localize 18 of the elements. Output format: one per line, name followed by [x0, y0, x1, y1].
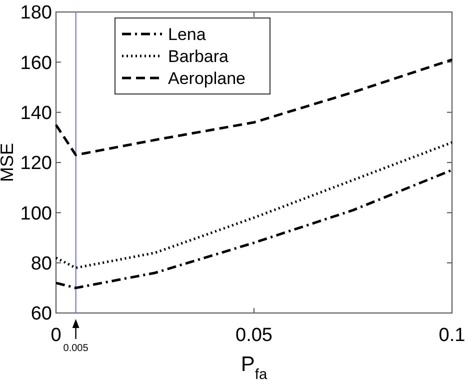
line-series [54, 168, 454, 290]
y-axis-title: MSE [0, 142, 17, 182]
y-tick-label: 80 [30, 253, 52, 274]
legend-label: Aeroplane [168, 68, 246, 88]
y-tick-label: 60 [30, 304, 52, 325]
x-axis-title: P$_{fa}$ [240, 353, 268, 383]
y-tick-label: 160 [20, 52, 52, 74]
y-tick-label: 100 [20, 203, 52, 224]
annotation: 0.005 [63, 343, 89, 354]
line-series [54, 141, 454, 270]
y-tick-label: 140 [20, 102, 52, 124]
x-tick-label: 0 [50, 325, 62, 346]
y-tick-label: 180 [20, 2, 52, 24]
y-tick-label: 120 [20, 153, 52, 174]
x-tick-label: 0.05 [236, 325, 272, 346]
legend-label: Barbara [168, 46, 230, 66]
x-tick-label: 0.1 [438, 325, 466, 346]
legend-label: Lena [168, 24, 206, 44]
